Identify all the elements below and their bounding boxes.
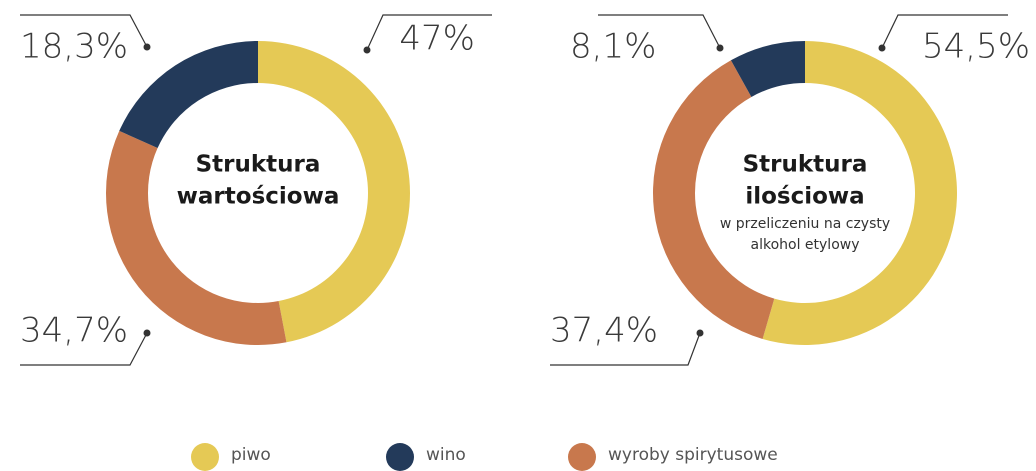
- chart-title: ilościowa: [745, 184, 864, 210]
- donut-slice: [119, 41, 259, 149]
- leader-line: [550, 332, 701, 366]
- leader-dot: [143, 329, 151, 337]
- chart-subtitle: w przeliczeniu na czysty: [720, 216, 890, 232]
- value-label: 54,5%: [922, 27, 1030, 67]
- donut-slice: [106, 130, 287, 345]
- chart-title: Struktura: [196, 152, 321, 178]
- leader-dot: [716, 44, 724, 52]
- value-label: 37,4%: [550, 311, 658, 351]
- leader-line: [366, 14, 492, 51]
- legend-swatch: [191, 443, 219, 471]
- donut-slice: [730, 41, 805, 97]
- legend-label: wino: [426, 445, 466, 465]
- value-label: 8,1%: [570, 27, 656, 67]
- legend-label: wyroby spirytusowe: [608, 445, 778, 465]
- chart-subtitle: alkohol etylowy: [751, 237, 860, 253]
- leader-dot: [878, 44, 886, 52]
- leader-dot: [696, 329, 704, 337]
- chart-title: Struktura: [743, 152, 868, 178]
- leader-dot: [143, 43, 151, 51]
- leader-line: [881, 14, 1008, 49]
- donut-slice: [762, 41, 958, 345]
- leader-dot: [363, 46, 371, 54]
- value-label: 47%: [399, 19, 475, 59]
- leader-line: [20, 14, 148, 48]
- value-label: 18,3%: [20, 27, 128, 67]
- chart-title: wartościowa: [177, 184, 340, 210]
- leader-line: [598, 14, 721, 49]
- legend-swatch: [568, 443, 596, 471]
- leader-line: [20, 332, 148, 366]
- legend-label: piwo: [231, 445, 271, 465]
- donut-slice: [258, 41, 410, 343]
- legend-swatch: [386, 443, 414, 471]
- donut-slice: [653, 60, 775, 339]
- value-label: 34,7%: [20, 311, 128, 351]
